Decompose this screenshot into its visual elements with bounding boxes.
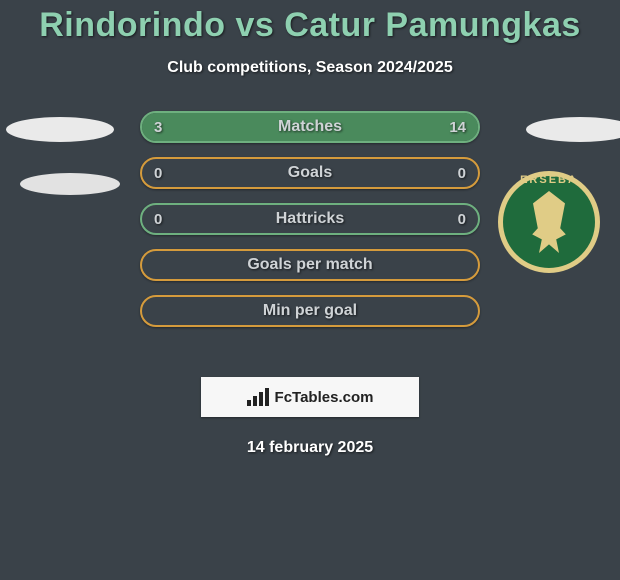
club-badge-text: ERSEBA xyxy=(520,174,578,186)
page-title: Rindorindo vs Catur Pamungkas xyxy=(0,6,620,45)
stat-value-left: 0 xyxy=(154,165,162,182)
stat-fill-right xyxy=(209,113,478,141)
brand-name: FcTables.com xyxy=(275,389,374,406)
stat-row: 0 Hattricks 0 xyxy=(140,203,480,235)
page-subtitle: Club competitions, Season 2024/2025 xyxy=(0,59,620,77)
stat-value-right: 0 xyxy=(458,211,466,228)
chart-icon xyxy=(247,388,269,406)
stat-label: Goals per match xyxy=(247,256,372,274)
snapshot-date: 14 february 2025 xyxy=(0,439,620,457)
comparison-infographic: Rindorindo vs Catur Pamungkas Club compe… xyxy=(0,0,620,580)
stat-value-right: 14 xyxy=(449,119,466,136)
brand-footer: FcTables.com xyxy=(201,377,419,417)
stat-value-left: 0 xyxy=(154,211,162,228)
content-area: ERSEBA 3 Matches 14 0 Goals 0 0 Hattricks 0 Goals… xyxy=(0,111,620,371)
club-badge: ERSEBA xyxy=(498,171,600,273)
stat-fill-left xyxy=(142,113,209,141)
stat-label: Min per goal xyxy=(263,302,357,320)
stat-rows: 3 Matches 14 0 Goals 0 0 Hattricks 0 Goals per ma… xyxy=(140,111,480,341)
stat-label: Matches xyxy=(278,118,342,136)
stat-row: 3 Matches 14 xyxy=(140,111,480,143)
stat-label: Hattricks xyxy=(276,210,344,228)
stat-row: Goals per match xyxy=(140,249,480,281)
stat-row: Min per goal xyxy=(140,295,480,327)
silhouette-shape xyxy=(6,117,114,142)
club-badge-emblem xyxy=(529,191,569,253)
stat-label: Goals xyxy=(288,164,332,182)
silhouette-shape xyxy=(20,173,120,195)
silhouette-shape xyxy=(526,117,620,142)
stat-row: 0 Goals 0 xyxy=(140,157,480,189)
stat-value-left: 3 xyxy=(154,119,162,136)
stat-value-right: 0 xyxy=(458,165,466,182)
